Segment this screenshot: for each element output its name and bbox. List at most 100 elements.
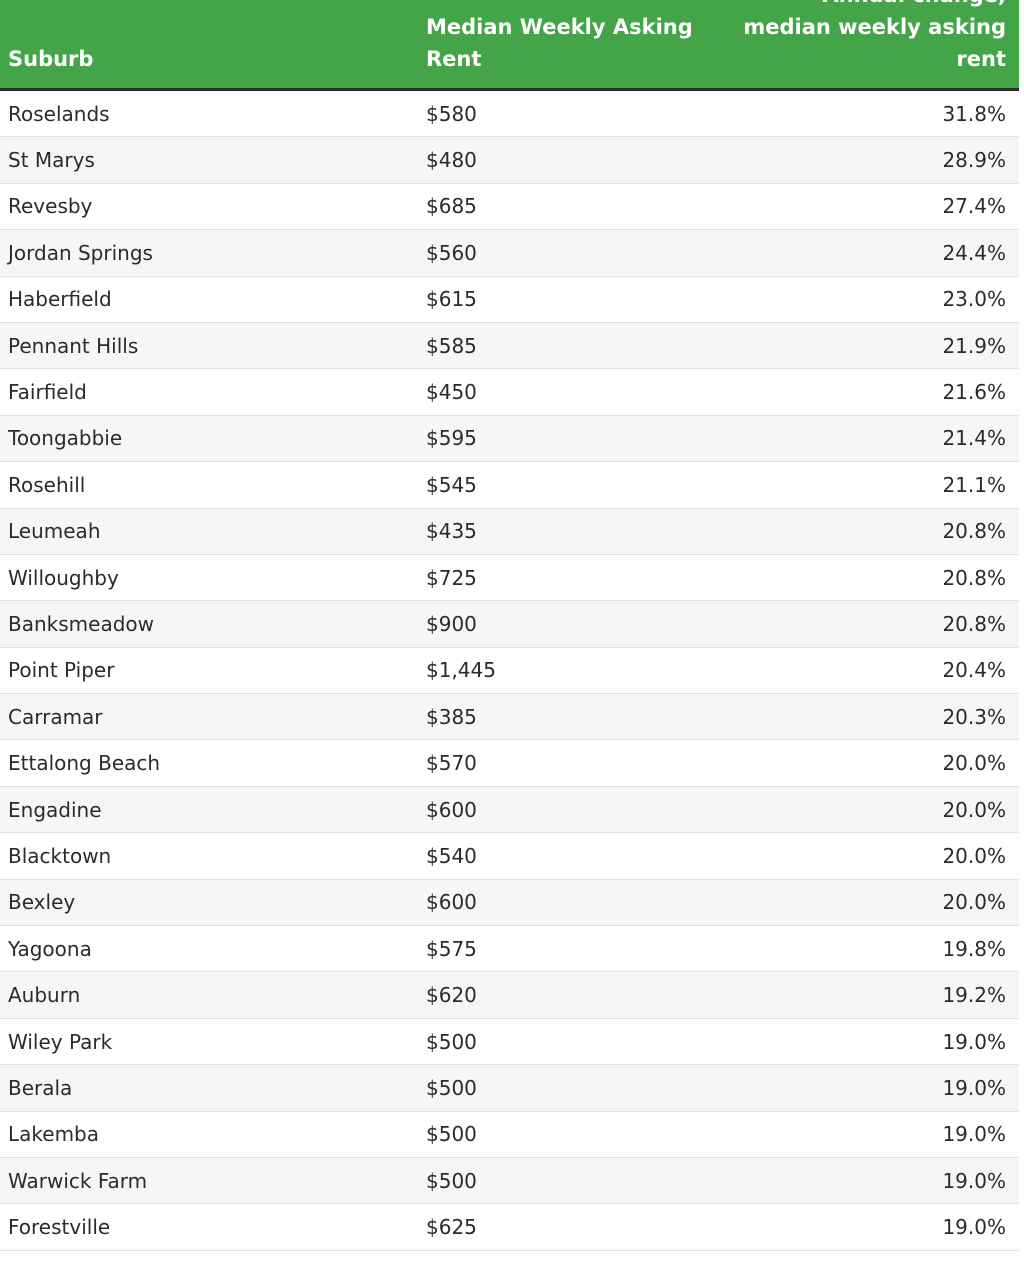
- cell-median-rent: $615: [426, 287, 477, 312]
- table-row: Fairfield $450 21.6%: [0, 369, 1019, 416]
- table-row: Pennant Hills $585 21.9%: [0, 322, 1019, 370]
- cell-annual-change: 20.0%: [942, 797, 1006, 822]
- cell-median-rent: $575: [426, 936, 477, 961]
- cell-median-rent: $450: [426, 380, 477, 405]
- table-row: Auburn $620 19.2%: [0, 972, 1019, 1019]
- header-median-rent: Median Weekly Asking Rent: [426, 15, 693, 71]
- cell-annual-change: 27.4%: [942, 194, 1006, 219]
- table-row: Banksmeadow $900 20.8%: [0, 601, 1019, 648]
- cell-suburb: Forestville: [8, 1215, 111, 1240]
- table-header: Suburb Median Weekly Asking Rent Annual …: [0, 0, 1019, 91]
- cell-annual-change: 19.0%: [942, 1122, 1006, 1147]
- cell-suburb: Yagoona: [8, 936, 92, 961]
- cell-suburb: Ettalong Beach: [8, 751, 161, 776]
- cell-annual-change: 20.8%: [942, 565, 1006, 590]
- cell-annual-change: 19.0%: [942, 1029, 1006, 1054]
- cell-median-rent: $725: [426, 565, 477, 590]
- cell-suburb: Jordan Springs: [8, 240, 153, 265]
- cell-annual-change: 24.4%: [942, 240, 1006, 265]
- cell-suburb: Engadine: [8, 797, 102, 822]
- cell-annual-change: 20.0%: [942, 890, 1006, 915]
- cell-annual-change: 20.4%: [942, 658, 1006, 683]
- table-row: Bexley $600 20.0%: [0, 879, 1019, 927]
- header-annual-change: Annual change, median weekly asking rent: [743, 0, 1006, 71]
- cell-median-rent: $625: [426, 1215, 477, 1240]
- cell-median-rent: $500: [426, 1029, 477, 1054]
- cell-suburb: Point Piper: [8, 658, 115, 683]
- table-body: Roselands $580 31.8% St Marys $480 28.9% Reves…: [0, 91, 1019, 1251]
- table-row: Toongabbie $595 21.4%: [0, 415, 1019, 463]
- cell-suburb: Revesby: [8, 194, 93, 219]
- cell-suburb: Banksmeadow: [8, 611, 154, 636]
- table-row: Rosehill $545 21.1%: [0, 462, 1019, 509]
- cell-annual-change: 21.4%: [942, 426, 1006, 451]
- table-row: Wiley Park $500 19.0%: [0, 1018, 1019, 1066]
- cell-median-rent: $620: [426, 983, 477, 1008]
- cell-suburb: Auburn: [8, 983, 81, 1008]
- cell-annual-change: 19.8%: [942, 936, 1006, 961]
- cell-median-rent: $480: [426, 148, 477, 173]
- cell-suburb: Leumeah: [8, 519, 101, 544]
- cell-annual-change: 19.2%: [942, 983, 1006, 1008]
- cell-median-rent: $600: [426, 890, 477, 915]
- table-row: Forestville $625 19.0%: [0, 1204, 1019, 1251]
- cell-median-rent: $900: [426, 611, 477, 636]
- cell-median-rent: $600: [426, 797, 477, 822]
- header-suburb: Suburb: [8, 47, 94, 71]
- table-row: Leumeah $435 20.8%: [0, 508, 1019, 555]
- cell-median-rent: $580: [426, 101, 477, 126]
- table-row: Willoughby $725 20.8%: [0, 554, 1019, 602]
- cell-annual-change: 21.6%: [942, 380, 1006, 405]
- table-row: Berala $500 19.0%: [0, 1065, 1019, 1112]
- cell-annual-change: 23.0%: [942, 287, 1006, 312]
- cell-median-rent: $500: [426, 1168, 477, 1193]
- cell-median-rent: $595: [426, 426, 477, 451]
- cell-suburb: Bexley: [8, 890, 76, 915]
- cell-annual-change: 31.8%: [942, 101, 1006, 126]
- cell-annual-change: 20.0%: [942, 843, 1006, 868]
- table-row: Haberfield $615 23.0%: [0, 276, 1019, 323]
- cell-median-rent: $570: [426, 751, 477, 776]
- cell-median-rent: $500: [426, 1122, 477, 1147]
- cell-annual-change: 20.0%: [942, 751, 1006, 776]
- table-row: Point Piper $1,445 20.4%: [0, 647, 1019, 695]
- cell-suburb: Toongabbie: [8, 426, 123, 451]
- cell-suburb: Fairfield: [8, 380, 87, 405]
- table-row: Engadine $600 20.0%: [0, 786, 1019, 834]
- cell-suburb: Blacktown: [8, 843, 112, 868]
- cell-suburb: Lakemba: [8, 1122, 100, 1147]
- cell-annual-change: 19.0%: [942, 1168, 1006, 1193]
- cell-suburb: Pennant Hills: [8, 333, 139, 358]
- table-row: St Marys $480 28.9%: [0, 137, 1019, 184]
- table-row: Carramar $385 20.3%: [0, 694, 1019, 741]
- cell-median-rent: $500: [426, 1075, 477, 1100]
- cell-median-rent: $545: [426, 472, 477, 497]
- cell-annual-change: 19.0%: [942, 1215, 1006, 1240]
- table-row: Ettalong Beach $570 20.0%: [0, 740, 1019, 787]
- table-row: Warwick Farm $500 19.0%: [0, 1157, 1019, 1205]
- cell-median-rent: $435: [426, 519, 477, 544]
- cell-suburb: Roselands: [8, 101, 110, 126]
- cell-suburb: Rosehill: [8, 472, 86, 497]
- cell-annual-change: 21.1%: [942, 472, 1006, 497]
- cell-annual-change: 20.8%: [942, 519, 1006, 544]
- table-row: Roselands $580 31.8%: [0, 91, 1019, 138]
- cell-median-rent: $385: [426, 704, 477, 729]
- cell-median-rent: $560: [426, 240, 477, 265]
- cell-annual-change: 28.9%: [942, 148, 1006, 173]
- table-row: Revesby $685 27.4%: [0, 183, 1019, 231]
- cell-median-rent: $585: [426, 333, 477, 358]
- cell-suburb: Wiley Park: [8, 1029, 113, 1054]
- table-row: Lakemba $500 19.0%: [0, 1111, 1019, 1158]
- cell-suburb: Warwick Farm: [8, 1168, 148, 1193]
- cell-suburb: Berala: [8, 1075, 73, 1100]
- cell-suburb: Haberfield: [8, 287, 112, 312]
- cell-median-rent: $540: [426, 843, 477, 868]
- cell-annual-change: 19.0%: [942, 1075, 1006, 1100]
- cell-annual-change: 21.9%: [942, 333, 1006, 358]
- cell-suburb: Carramar: [8, 704, 103, 729]
- table-row: Blacktown $540 20.0%: [0, 833, 1019, 880]
- cell-median-rent: $1,445: [426, 658, 496, 683]
- cell-annual-change: 20.3%: [942, 704, 1006, 729]
